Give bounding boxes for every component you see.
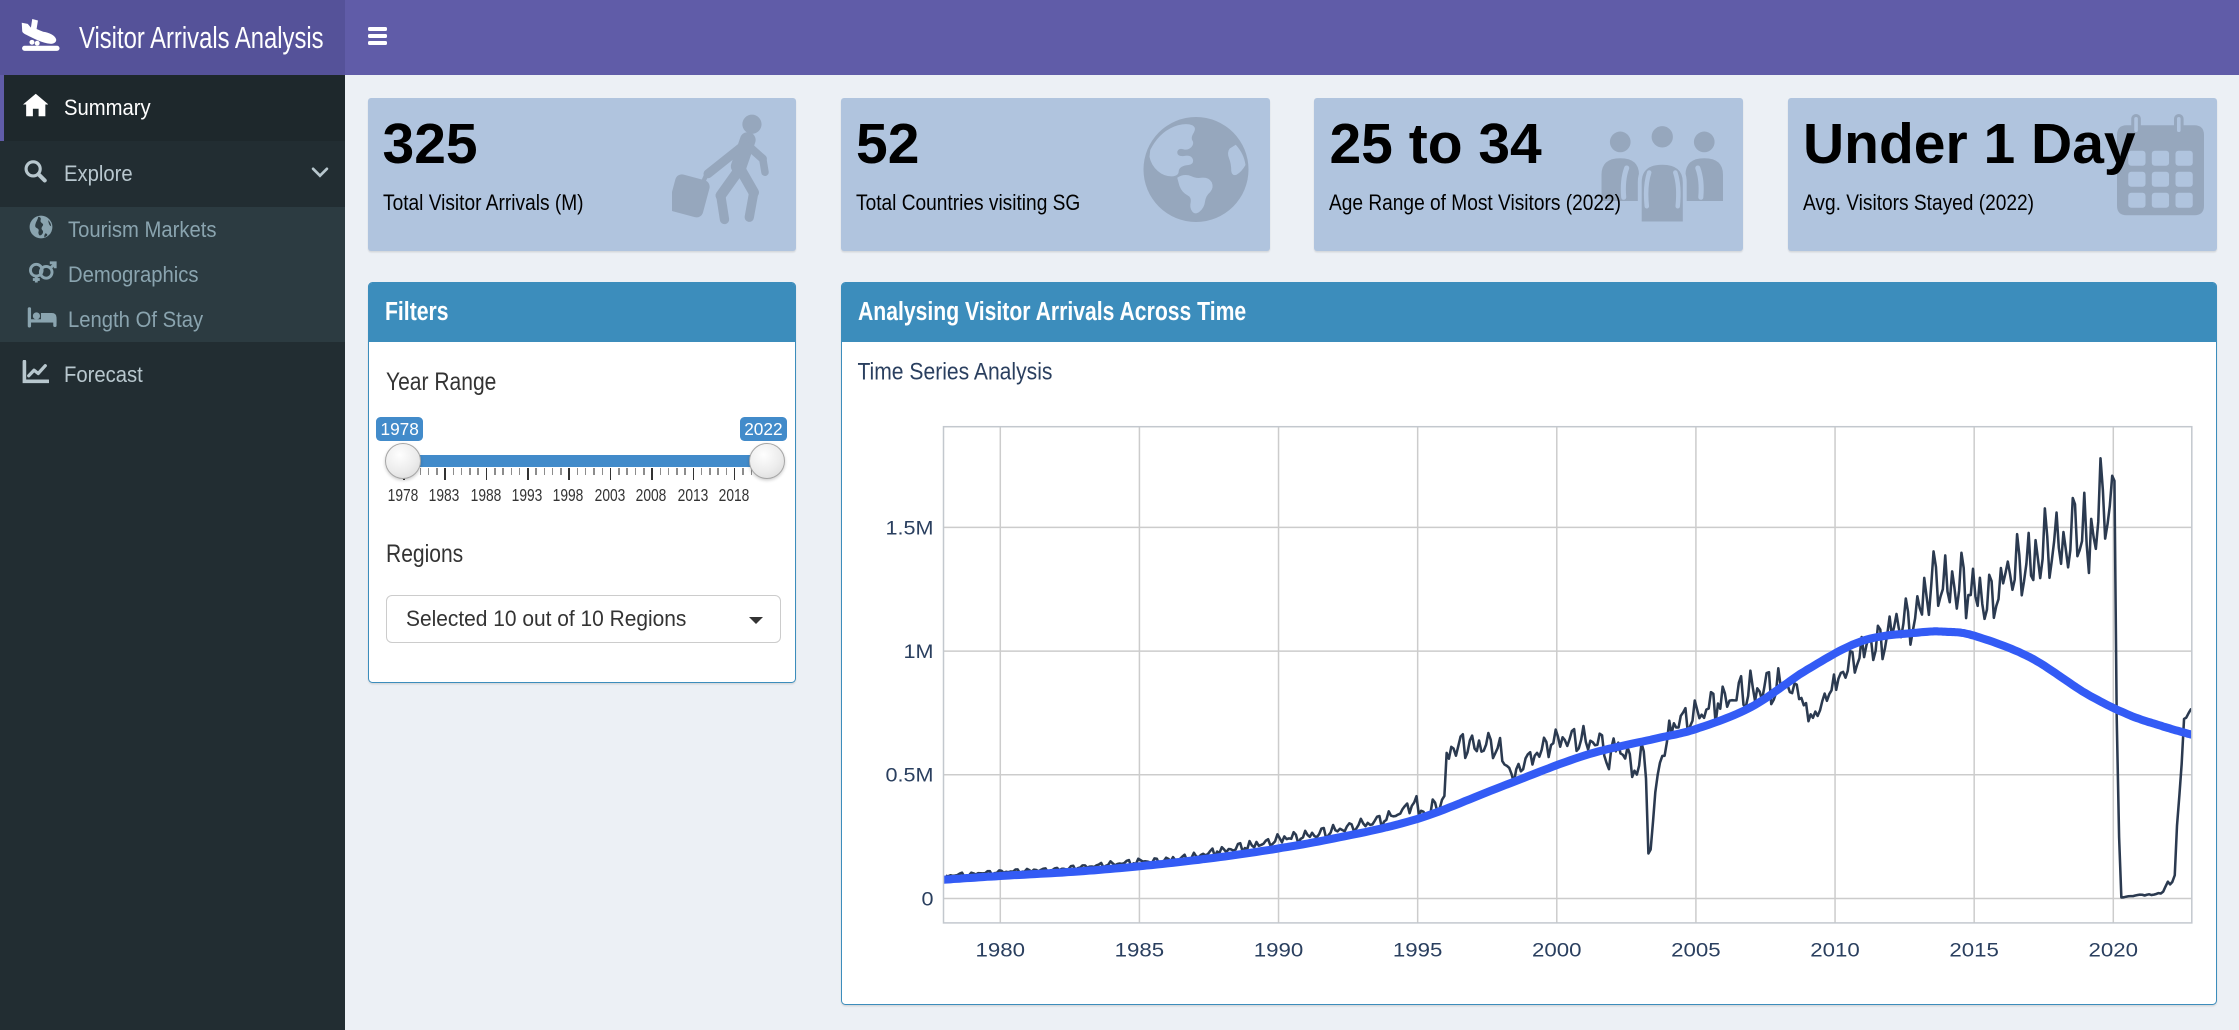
svg-text:2010: 2010 xyxy=(1810,939,1860,961)
svg-text:2020: 2020 xyxy=(2089,939,2139,961)
svg-text:2005: 2005 xyxy=(1671,939,1721,961)
svg-text:1990: 1990 xyxy=(1254,939,1304,961)
svg-text:1995: 1995 xyxy=(1393,939,1443,961)
svg-text:1985: 1985 xyxy=(1115,939,1165,961)
svg-text:2000: 2000 xyxy=(1532,939,1582,961)
svg-text:Time Series Analysis: Time Series Analysis xyxy=(857,358,1052,385)
svg-text:1980: 1980 xyxy=(976,939,1026,961)
svg-text:1.5M: 1.5M xyxy=(886,517,934,539)
svg-text:0.5M: 0.5M xyxy=(886,765,934,787)
svg-text:2015: 2015 xyxy=(1949,939,1999,961)
svg-text:0: 0 xyxy=(922,888,934,910)
svg-text:1M: 1M xyxy=(904,641,934,663)
